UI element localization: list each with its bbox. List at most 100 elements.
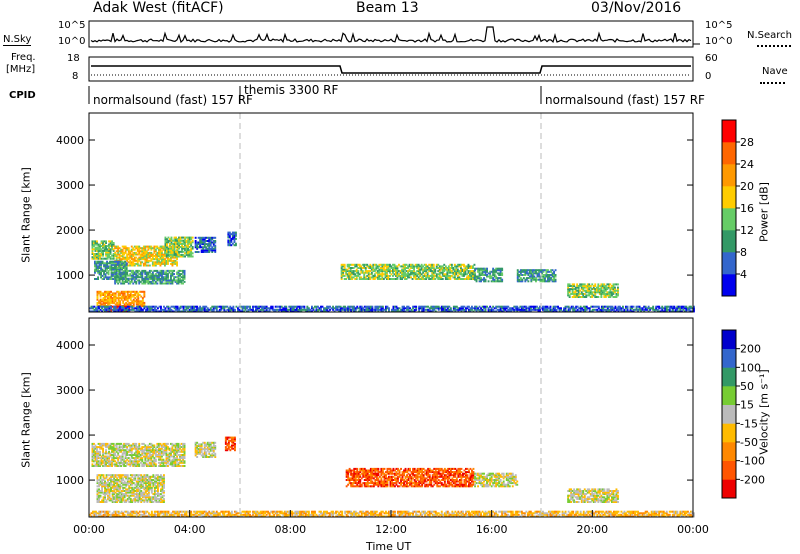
data-cell bbox=[94, 260, 96, 263]
data-cell bbox=[212, 243, 215, 246]
data-cell bbox=[119, 297, 122, 300]
data-cell bbox=[343, 278, 346, 280]
data-cell bbox=[307, 307, 310, 310]
data-cell bbox=[129, 308, 132, 311]
data-cell bbox=[664, 305, 667, 308]
data-cell bbox=[693, 310, 695, 313]
data-cell bbox=[450, 271, 453, 274]
data-cell bbox=[640, 308, 642, 311]
data-cell bbox=[188, 249, 191, 252]
data-cell bbox=[174, 256, 177, 259]
data-cell bbox=[375, 267, 378, 269]
data-cell bbox=[148, 450, 151, 453]
data-cell bbox=[353, 307, 356, 310]
data-cell bbox=[108, 499, 111, 502]
data-cell bbox=[176, 273, 178, 276]
data-cell bbox=[604, 288, 607, 291]
data-cell bbox=[154, 258, 157, 261]
data-cell bbox=[111, 474, 114, 477]
data-cell bbox=[360, 268, 363, 271]
data-cell bbox=[410, 270, 412, 273]
data-cell bbox=[175, 305, 177, 308]
data-cell bbox=[161, 279, 163, 282]
data-cell bbox=[111, 493, 114, 496]
data-cell bbox=[597, 286, 600, 289]
data-cell bbox=[496, 269, 499, 272]
data-cell bbox=[132, 259, 135, 262]
data-cell bbox=[405, 263, 408, 266]
data-cell bbox=[426, 276, 429, 279]
data-cell bbox=[601, 291, 604, 294]
data-cell bbox=[569, 308, 572, 311]
data-cell bbox=[190, 236, 193, 239]
data-cell bbox=[472, 307, 475, 310]
data-cell bbox=[137, 292, 140, 295]
data-cell bbox=[94, 249, 97, 252]
data-cell bbox=[127, 460, 130, 463]
data-cell bbox=[96, 482, 99, 485]
data-cell bbox=[114, 486, 117, 489]
data-cell bbox=[285, 308, 288, 311]
data-cell bbox=[212, 241, 215, 244]
data-cell bbox=[492, 278, 495, 281]
data-cell bbox=[513, 305, 516, 308]
data-cell bbox=[145, 276, 148, 279]
data-cell bbox=[120, 465, 123, 467]
data-cell bbox=[358, 276, 361, 279]
data-cell bbox=[211, 247, 214, 250]
data-cell bbox=[161, 277, 163, 280]
data-cell bbox=[336, 307, 339, 310]
data-cell bbox=[170, 450, 172, 453]
data-cell bbox=[611, 305, 614, 308]
data-cell bbox=[542, 305, 544, 308]
data-cell bbox=[129, 295, 132, 298]
data-cell bbox=[108, 295, 111, 298]
data-cell bbox=[423, 273, 426, 276]
data-cell bbox=[148, 463, 151, 466]
data-cell bbox=[158, 251, 160, 254]
data-cell bbox=[99, 444, 101, 447]
data-cell bbox=[154, 282, 157, 285]
data-cell bbox=[135, 269, 138, 272]
data-cell bbox=[141, 450, 144, 453]
data-cell bbox=[94, 463, 97, 466]
data-cell bbox=[498, 267, 501, 270]
data-cell bbox=[129, 259, 132, 262]
data-cell bbox=[119, 497, 122, 500]
data-cell bbox=[300, 308, 303, 311]
data-cell bbox=[547, 274, 549, 276]
data-cell bbox=[411, 278, 414, 280]
data-cell bbox=[199, 305, 202, 308]
data-cell bbox=[94, 242, 97, 244]
data-cell bbox=[95, 307, 97, 310]
data-cell bbox=[442, 310, 445, 313]
data-cell bbox=[130, 279, 133, 282]
data-cell bbox=[105, 298, 108, 301]
data-cell bbox=[230, 237, 233, 240]
data-cell bbox=[475, 267, 478, 270]
data-cell bbox=[464, 278, 467, 280]
data-cell bbox=[432, 267, 435, 269]
data-cell bbox=[413, 310, 416, 313]
data-cell bbox=[392, 263, 394, 266]
data-cell bbox=[130, 461, 133, 464]
freq-panel bbox=[88, 56, 694, 82]
data-cell bbox=[159, 250, 162, 253]
data-cell bbox=[98, 265, 101, 268]
data-cell bbox=[171, 465, 174, 467]
data-cell bbox=[162, 247, 165, 250]
data-cell bbox=[441, 278, 444, 280]
data-cell bbox=[412, 307, 414, 310]
data-cell bbox=[99, 245, 101, 248]
data-cell bbox=[105, 307, 108, 310]
data-cell bbox=[133, 279, 136, 282]
data-cell bbox=[161, 269, 163, 272]
data-cell bbox=[638, 305, 641, 308]
data-cell bbox=[98, 474, 100, 477]
data-cell bbox=[100, 460, 103, 463]
data-cell bbox=[670, 310, 673, 313]
data-cell bbox=[159, 262, 162, 265]
data-cell bbox=[124, 271, 127, 274]
data-cell bbox=[392, 310, 395, 313]
